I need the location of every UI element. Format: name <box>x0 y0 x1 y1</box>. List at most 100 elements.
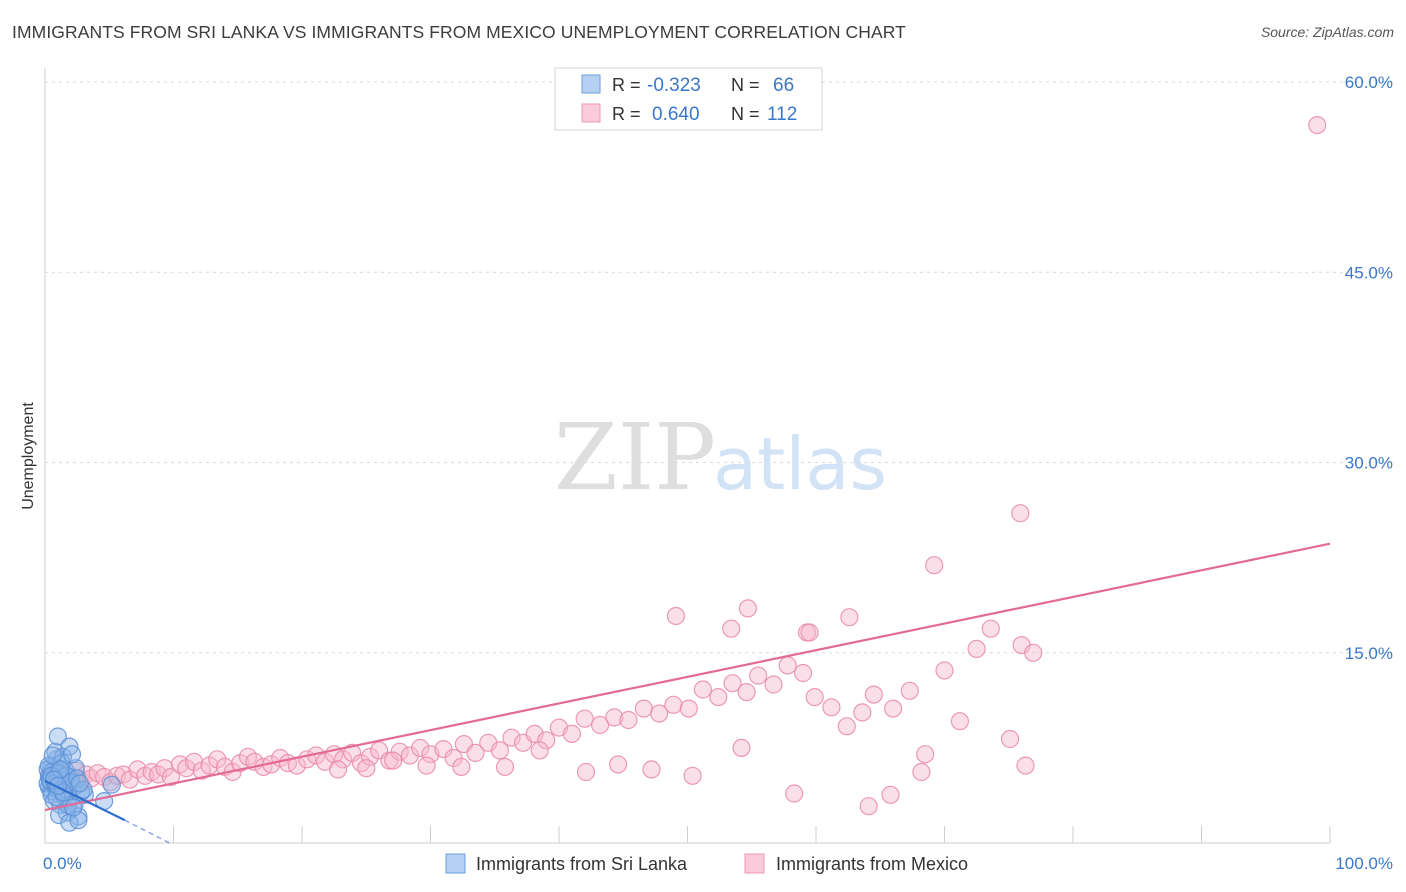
legend-n-label-0: N = <box>731 75 760 95</box>
point-mexico-108 <box>357 759 376 778</box>
point-mexico-56 <box>466 743 485 763</box>
point-sri-lanka-46 <box>43 746 62 765</box>
point-mexico-72 <box>679 699 698 718</box>
legend-r-label-0: R = <box>612 75 641 95</box>
point-mexico-65 <box>575 709 594 728</box>
point-mexico-112 <box>1011 504 1030 523</box>
point-mexico-84 <box>853 703 872 722</box>
point-mexico-99 <box>683 766 702 785</box>
point-mexico-90 <box>950 712 970 731</box>
point-mexico-88 <box>916 745 935 764</box>
point-mexico-51 <box>411 738 430 758</box>
legend-key-mexico <box>744 853 765 874</box>
point-mexico-103 <box>530 741 549 760</box>
watermark: ZIP atlas <box>554 404 887 511</box>
point-mexico-45 <box>352 753 371 773</box>
point-mexico-95 <box>881 785 900 804</box>
point-mexico-118 <box>800 623 819 642</box>
point-mexico-77 <box>749 666 768 685</box>
point-mexico-91 <box>967 639 986 659</box>
point-mexico-28 <box>208 750 227 769</box>
point-mexico-92 <box>981 619 1000 638</box>
point-sri-lanka-48 <box>62 745 82 764</box>
legend-r-value-0: -0.323 <box>647 75 701 96</box>
point-sri-lanka-30 <box>69 807 88 826</box>
y-tick-label-3: 60.0% <box>1345 73 1393 92</box>
point-mexico-115 <box>722 619 741 638</box>
point-mexico-22 <box>161 767 180 787</box>
point-mexico-89 <box>935 661 954 680</box>
point-mexico-104 <box>495 757 515 777</box>
point-mexico-87 <box>900 681 919 700</box>
legend-series-name-1: Immigrants from Mexico <box>776 854 968 874</box>
point-mexico-102 <box>576 762 596 782</box>
point-sri-lanka-61 <box>64 798 83 817</box>
legend-n-value-1: 112 <box>767 104 797 125</box>
point-mexico-97 <box>785 784 804 803</box>
point-mexico-50 <box>400 746 419 765</box>
legend-n-value-0: 66 <box>773 75 794 96</box>
point-mexico-58 <box>490 741 509 760</box>
stats-legend: R = -0.323 N = 66 R = 0.640 N = 112 <box>554 67 823 131</box>
point-mexico-85 <box>864 685 883 704</box>
trend-line-mexico <box>44 542 1331 812</box>
point-mexico-73 <box>693 680 713 699</box>
point-mexico-96 <box>859 797 878 816</box>
point-mexico-67 <box>605 708 624 727</box>
point-mexico-106 <box>417 756 436 775</box>
trend-line-sri-lanka <box>44 779 126 822</box>
point-mexico-93 <box>1000 729 1020 749</box>
legend-swatch-sri-lanka <box>581 74 601 94</box>
point-mexico-61 <box>525 724 544 744</box>
point-mexico-105 <box>452 757 471 777</box>
point-sri-lanka-56 <box>67 769 87 788</box>
legend-series-name-0: Immigrants from Sri Lanka <box>476 854 688 874</box>
grid-lines <box>45 81 1392 654</box>
point-mexico-46 <box>361 747 380 766</box>
point-mexico-86 <box>883 699 903 718</box>
x-tick-label-1: 100.0% <box>1335 854 1393 873</box>
chart-title: IMMIGRANTS FROM SRI LANKA VS IMMIGRANTS … <box>12 22 906 42</box>
point-mexico-98 <box>732 738 751 758</box>
point-mexico-80 <box>793 663 813 683</box>
y-axis-label: Unemployment <box>20 402 37 510</box>
legend-n-label-1: N = <box>731 104 760 124</box>
point-mexico-101 <box>608 755 628 774</box>
point-mexico-68 <box>619 710 638 730</box>
point-mexico-44 <box>343 743 362 763</box>
point-mexico-70 <box>650 704 669 723</box>
legend-key-sri-lanka <box>445 853 466 874</box>
source-label: Source: ZipAtlas.com <box>1260 24 1394 40</box>
point-mexico-71 <box>664 695 683 714</box>
legend-r-label-1: R = <box>612 104 641 124</box>
point-mexico-110 <box>912 762 931 782</box>
legend-swatch-mexico <box>581 103 601 123</box>
point-mexico-75 <box>723 674 742 693</box>
point-mexico-82 <box>822 698 841 717</box>
y-tick-label-0: 15.0% <box>1345 644 1393 663</box>
point-mexico-79 <box>778 656 797 675</box>
point-mexico-113 <box>840 608 859 627</box>
point-mexico-78 <box>764 675 783 694</box>
point-mexico-81 <box>805 687 824 707</box>
x-tick-label-0: 0.0% <box>43 854 82 873</box>
axes <box>44 68 1331 844</box>
point-mexico-76 <box>737 682 756 702</box>
point-mexico-111 <box>925 556 944 575</box>
point-mexico-62 <box>537 731 556 750</box>
point-mexico-83 <box>837 717 856 736</box>
point-mexico-120 <box>1024 643 1043 662</box>
watermark-zip: ZIP <box>554 404 716 511</box>
point-sri-lanka-64 <box>48 776 68 796</box>
point-sri-lanka-65 <box>70 774 89 793</box>
watermark-atlas: atlas <box>713 422 887 506</box>
point-mexico-49 <box>390 742 409 761</box>
point-sri-lanka-37 <box>102 775 121 794</box>
point-mexico-64 <box>562 724 582 744</box>
tick-labels: 15.0% 30.0% 45.0% 60.0% 0.0% 100.0% <box>43 73 1393 873</box>
point-mexico-109 <box>328 760 348 779</box>
point-mexico-94 <box>1016 756 1035 775</box>
point-mexico-43 <box>334 750 353 769</box>
legend-r-value-1: 0.640 <box>652 104 700 125</box>
